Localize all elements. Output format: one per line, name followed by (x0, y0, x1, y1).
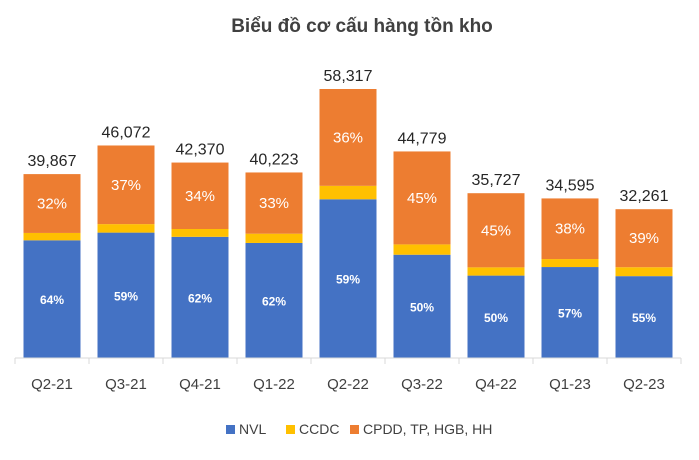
bar-segment-ccdc-q2-21 (23, 232, 81, 241)
bar-segment-ccdc-q2-22 (319, 185, 377, 200)
segment-label: 33% (259, 195, 289, 212)
bar-segment-ccdc-q3-22 (393, 244, 451, 255)
total-label: 44,779 (398, 130, 447, 147)
x-tick-label: Q3-22 (401, 376, 443, 393)
x-tick-label: Q4-22 (475, 376, 517, 393)
chart-title: Biểu đồ cơ cấu hàng tồn kho (231, 16, 493, 37)
segment-label: 59% (336, 273, 360, 287)
segment-label: 36% (333, 129, 363, 146)
segment-label: 39% (629, 230, 659, 247)
bar-segment-ccdc-q4-21 (171, 229, 229, 237)
x-tick-label: Q1-22 (253, 376, 295, 393)
total-label: 58,317 (324, 68, 373, 85)
bar-segment-nvl-q1-23 (541, 267, 599, 358)
total-label: 32,261 (620, 188, 669, 205)
bar-segment-cpdd-tp-hgb-hh-q2-22 (319, 89, 377, 186)
x-tick-label: Q4-21 (179, 376, 221, 393)
bar-segment-nvl-q4-21 (171, 236, 229, 358)
segment-label: 37% (111, 177, 141, 194)
segment-label: 38% (555, 221, 585, 238)
bar-segment-ccdc-q2-23 (615, 267, 673, 277)
bar-segment-nvl-q3-22 (393, 254, 451, 358)
x-tick-label: Q2-23 (623, 376, 665, 393)
bar-segment-cpdd-tp-hgb-hh-q2-21 (23, 174, 81, 233)
legend: NVL CCDC CPDD, TP, HGB, HH (226, 421, 492, 437)
bars-group: 64% 32% 39,867 59% 37% 46,072 62% 34% 42,370 62% 3… (23, 68, 673, 358)
legend-label: CCDC (299, 421, 339, 437)
x-tick-label: Q3-21 (105, 376, 147, 393)
bar-segment-nvl-q2-21 (23, 240, 81, 358)
bar-segment-cpdd-tp-hgb-hh-q3-21 (97, 145, 155, 225)
bar-segment-ccdc-q3-21 (97, 224, 155, 233)
segment-label: 59% (114, 289, 138, 303)
bar-segment-cpdd-tp-hgb-hh-q1-23 (541, 198, 599, 260)
total-label: 34,595 (546, 177, 595, 194)
bar-segment-nvl-q4-22 (467, 275, 525, 358)
segment-label: 62% (188, 291, 212, 305)
total-label: 42,370 (176, 142, 225, 159)
legend-label: NVL (239, 421, 266, 437)
bar-segment-cpdd-tp-hgb-hh-q2-23 (615, 209, 673, 268)
bar-segment-cpdd-tp-hgb-hh-q1-22 (245, 172, 303, 234)
legend-swatch (226, 425, 235, 434)
bar-segment-nvl-q2-23 (615, 276, 673, 358)
total-label: 35,727 (472, 172, 521, 189)
bar-segment-ccdc-q4-22 (467, 267, 525, 276)
total-label: 39,867 (28, 153, 77, 170)
segment-label: 50% (484, 311, 508, 325)
bar-segment-nvl-q2-22 (319, 199, 377, 358)
legend-label: CPDD, TP, HGB, HH (363, 421, 492, 437)
bar-segment-ccdc-q1-22 (245, 233, 303, 243)
bar-segment-ccdc-q1-23 (541, 259, 599, 268)
legend-swatch (350, 425, 359, 434)
segment-label: 50% (410, 300, 434, 314)
segment-label: 57% (558, 307, 582, 321)
legend-swatch (286, 425, 295, 434)
total-label: 40,223 (250, 151, 299, 168)
segment-label: 55% (632, 311, 656, 325)
segment-label: 32% (37, 196, 67, 213)
segment-label: 62% (262, 294, 286, 308)
x-tick-label: Q2-22 (327, 376, 369, 393)
x-axis-ticks: Q2-21 Q3-21 Q4-21 Q1-22 Q2-22 Q3-22 Q4-22 Q1-23… (14, 358, 682, 393)
x-tick-label: Q1-23 (549, 376, 591, 393)
bar-segment-cpdd-tp-hgb-hh-q4-21 (171, 162, 229, 230)
segment-label: 64% (40, 293, 64, 307)
total-label: 46,072 (102, 124, 151, 141)
segment-label: 45% (407, 190, 437, 207)
bar-segment-cpdd-tp-hgb-hh-q3-22 (393, 151, 451, 245)
bar-segment-nvl-q3-21 (97, 232, 155, 358)
bar-segment-nvl-q1-22 (245, 242, 303, 358)
segment-label: 34% (185, 188, 215, 205)
segment-label: 45% (481, 222, 511, 239)
bar-segment-cpdd-tp-hgb-hh-q4-22 (467, 193, 525, 268)
x-tick-label: Q2-21 (31, 376, 73, 393)
